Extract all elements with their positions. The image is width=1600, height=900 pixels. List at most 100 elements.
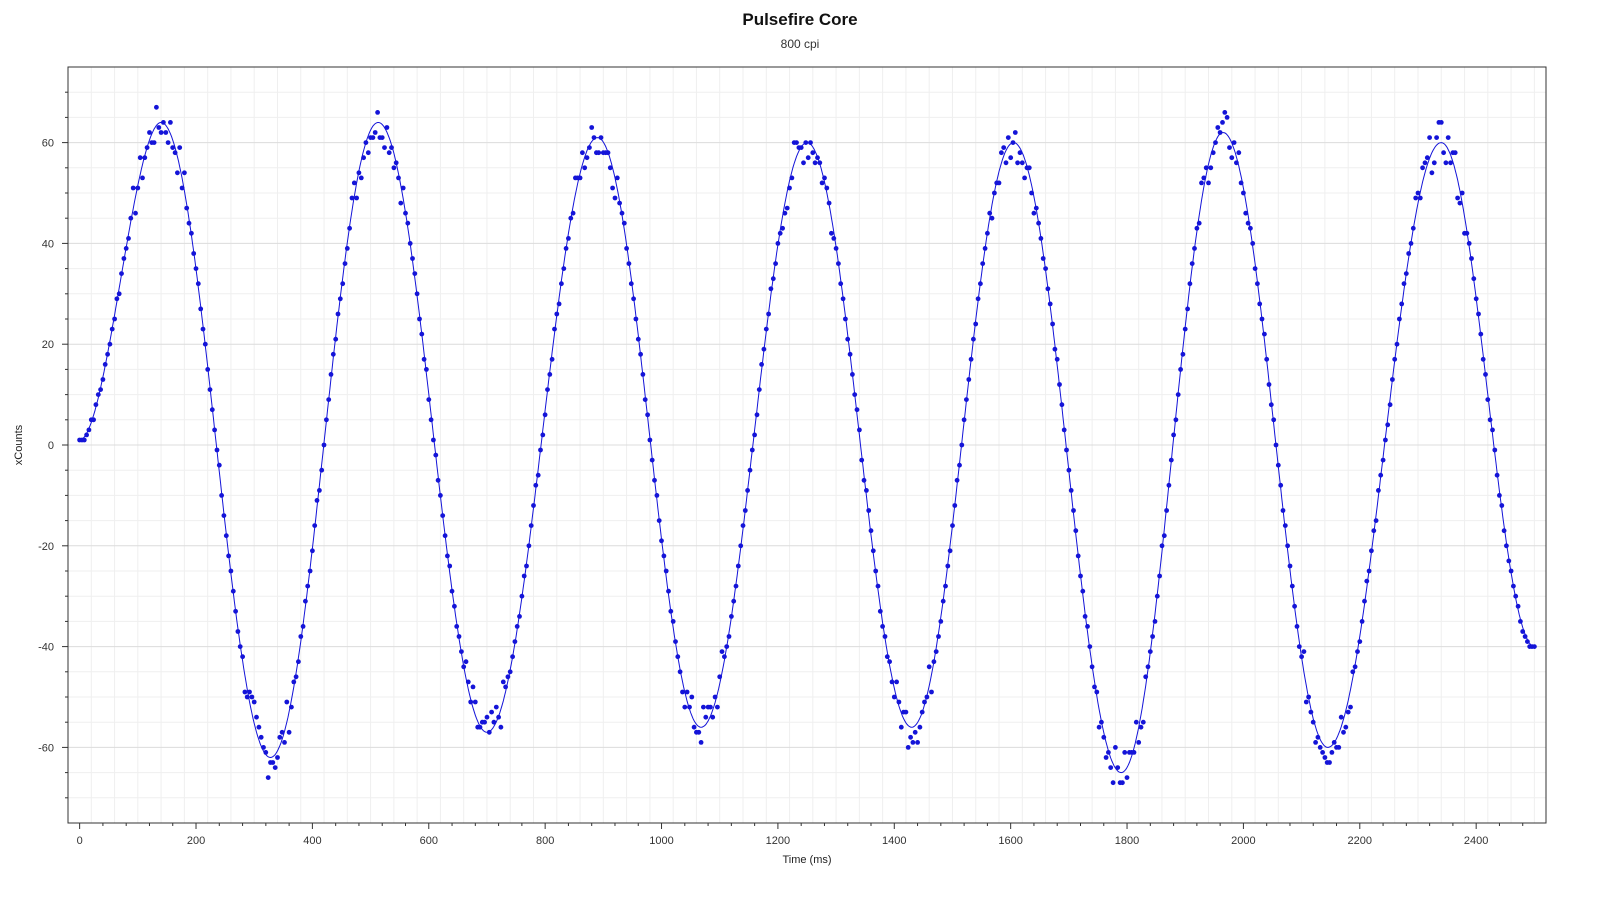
data-point [1138, 724, 1144, 730]
data-point [347, 225, 352, 231]
data-point [1452, 150, 1458, 156]
data-point [1394, 341, 1400, 347]
data-point [1513, 593, 1519, 599]
data-point [461, 664, 467, 670]
data-point [1480, 356, 1486, 362]
data-point [964, 397, 969, 402]
data-point [1175, 392, 1181, 397]
data-point [363, 140, 369, 146]
data-point [1017, 150, 1023, 156]
data-point [1154, 593, 1160, 599]
data-point [1106, 750, 1111, 755]
data-point [519, 593, 525, 599]
data-point [747, 467, 753, 473]
data-point [419, 331, 425, 337]
data-point [1336, 745, 1342, 750]
data-point [1511, 583, 1516, 589]
data-point [307, 568, 313, 574]
data-point [735, 563, 741, 569]
data-point [1255, 281, 1260, 287]
data-point [1315, 734, 1321, 740]
data-point [624, 246, 629, 251]
data-point [775, 241, 781, 246]
data-point [286, 729, 292, 735]
data-point [1094, 689, 1100, 695]
data-point [1459, 190, 1465, 196]
data-point [1443, 160, 1449, 166]
data-point [1243, 210, 1249, 216]
data-point [614, 175, 620, 181]
data-point [582, 165, 588, 171]
data-point [1113, 745, 1118, 750]
data-point [1445, 135, 1451, 141]
x-tick-label: 1200 [766, 835, 790, 847]
data-point [722, 654, 727, 660]
data-point [749, 447, 755, 453]
data-point [426, 397, 432, 402]
data-point [114, 296, 120, 302]
data-point [1532, 644, 1537, 649]
data-point [1366, 568, 1372, 574]
data-point [1499, 503, 1505, 508]
data-point [1157, 573, 1162, 579]
data-point [570, 210, 576, 216]
data-point [731, 598, 737, 604]
data-point [449, 588, 455, 594]
data-point [221, 513, 227, 518]
data-point [973, 321, 979, 327]
data-point [1415, 190, 1421, 196]
data-point [312, 523, 318, 528]
data-point [610, 185, 615, 191]
data-point [119, 271, 124, 276]
data-point [344, 246, 350, 251]
data-point [330, 351, 336, 357]
x-tick-label: 1000 [649, 835, 673, 847]
data-point [293, 674, 299, 680]
data-point [875, 583, 881, 589]
data-point [1292, 603, 1297, 609]
data-point [356, 170, 362, 176]
data-point [1257, 301, 1263, 307]
data-point [628, 281, 634, 287]
data-point [1350, 669, 1356, 675]
data-point [631, 296, 636, 302]
data-point [116, 291, 122, 297]
data-point [698, 740, 704, 745]
data-point [121, 256, 127, 261]
data-point [1059, 402, 1065, 408]
data-point [435, 477, 441, 483]
data-point [321, 442, 327, 448]
data-point [1217, 130, 1223, 135]
data-point [1241, 190, 1246, 196]
data-point [1115, 765, 1121, 770]
data-point [1073, 528, 1079, 534]
data-point [319, 467, 325, 473]
data-point [1189, 261, 1195, 266]
data-point [687, 704, 692, 710]
data-point [168, 120, 173, 125]
data-point [810, 150, 816, 156]
data-point [200, 326, 206, 332]
data-point [1022, 175, 1027, 181]
data-point [265, 775, 271, 780]
x-tick-label: 1600 [998, 835, 1022, 847]
data-point [123, 246, 129, 251]
data-point [868, 528, 874, 534]
data-point [1492, 447, 1498, 453]
data-point [605, 150, 611, 156]
data-point [1471, 276, 1477, 282]
data-point [1061, 427, 1067, 433]
data-point [1378, 472, 1384, 478]
data-point [1199, 180, 1204, 186]
data-point [1010, 140, 1016, 146]
data-point [884, 654, 890, 660]
data-point [100, 377, 106, 382]
data-point [1224, 115, 1230, 120]
data-point [561, 266, 567, 271]
data-point [216, 462, 222, 468]
x-tick-label: 400 [303, 835, 321, 847]
data-point [1275, 462, 1281, 468]
data-point [289, 704, 294, 710]
data-point [752, 432, 757, 438]
data-point [484, 714, 490, 720]
